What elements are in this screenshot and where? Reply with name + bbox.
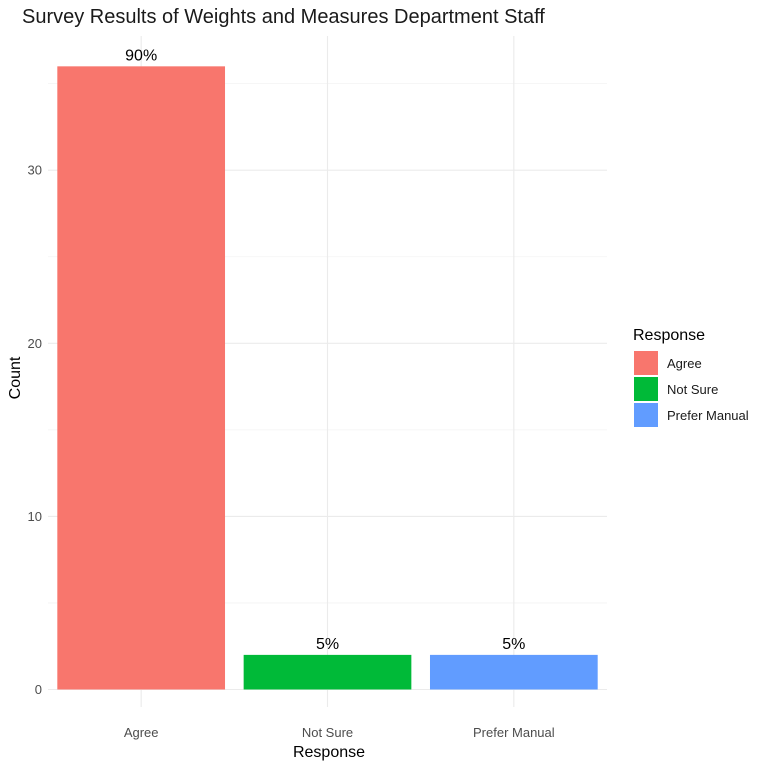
legend-swatch-prefer-manual <box>634 403 658 427</box>
bar-agree <box>57 66 226 690</box>
legend-title: Response <box>633 327 705 344</box>
data-label: 90% <box>125 47 157 64</box>
legend-swatch-agree <box>634 351 658 375</box>
y-tick-label: 30 <box>28 163 42 178</box>
y-axis-ticks: 0 10 20 30 <box>28 163 42 697</box>
y-tick-label: 0 <box>35 682 42 697</box>
data-label: 5% <box>316 636 339 653</box>
legend-swatch-not-sure <box>634 377 658 401</box>
data-labels: 90% 5% 5% <box>125 47 525 653</box>
legend-label: Agree <box>667 356 702 371</box>
chart-title: Survey Results of Weights and Measures D… <box>22 6 545 28</box>
x-tick-label: Agree <box>124 725 159 740</box>
bar-prefer-manual <box>429 654 598 690</box>
legend-label: Prefer Manual <box>667 408 749 423</box>
y-tick-label: 20 <box>28 336 42 351</box>
bar-not-sure <box>243 654 412 690</box>
x-axis-title: Response <box>293 744 365 761</box>
x-tick-label: Not Sure <box>302 725 353 740</box>
data-label: 5% <box>502 636 525 653</box>
y-axis-title: Count <box>7 356 24 399</box>
legend: Response Agree Not Sure Prefer Manual <box>633 327 749 427</box>
bars <box>57 66 598 690</box>
legend-label: Not Sure <box>667 382 718 397</box>
x-tick-label: Prefer Manual <box>473 725 555 740</box>
y-tick-label: 10 <box>28 509 42 524</box>
x-axis-ticks: Agree Not Sure Prefer Manual <box>124 725 555 740</box>
